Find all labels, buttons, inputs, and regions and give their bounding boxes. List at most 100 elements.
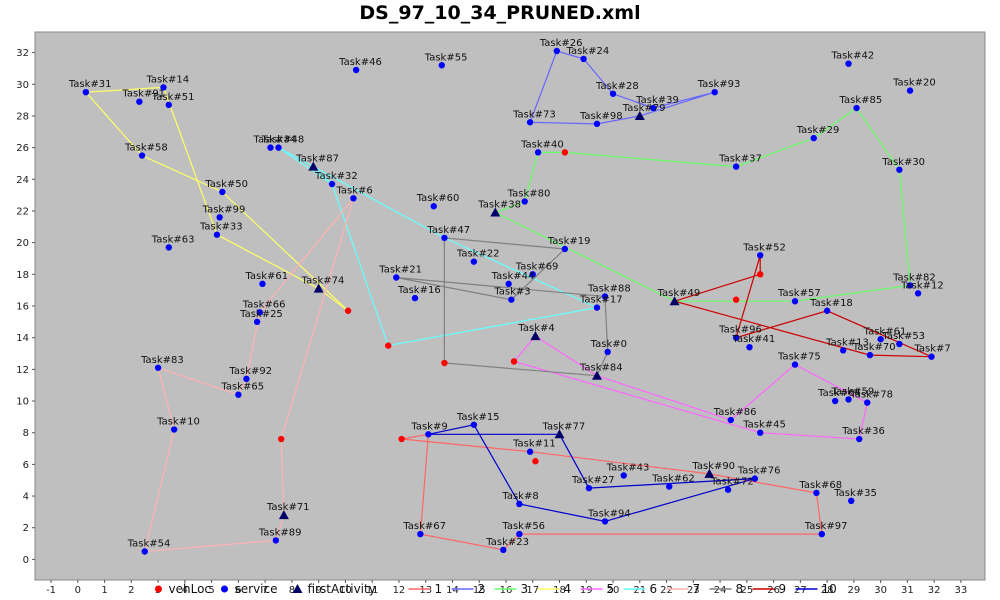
service-point bbox=[534, 149, 542, 156]
service-point bbox=[350, 195, 357, 202]
service-point bbox=[160, 84, 167, 91]
service-point bbox=[417, 530, 424, 538]
x-tick-label: 12 bbox=[393, 585, 406, 596]
service-point bbox=[853, 104, 860, 112]
point-label: Task#7 bbox=[913, 344, 950, 355]
service-point bbox=[711, 88, 718, 96]
service-point bbox=[526, 448, 534, 455]
service-point bbox=[757, 429, 764, 436]
service-point bbox=[526, 119, 534, 126]
point-label: Task#57 bbox=[777, 288, 821, 299]
point-label: Task#77 bbox=[542, 421, 586, 432]
first-activity-marker bbox=[554, 429, 565, 439]
point-label: Task#90 bbox=[691, 461, 735, 472]
point-label: Task#67 bbox=[402, 521, 446, 532]
service-point bbox=[928, 353, 935, 360]
service-point bbox=[553, 47, 561, 55]
service-point bbox=[601, 518, 609, 525]
x-tick-label: -1 bbox=[46, 585, 56, 596]
x-tick-label: 2 bbox=[128, 585, 134, 596]
point-label: Task#33 bbox=[199, 222, 243, 233]
point-label: Task#54 bbox=[127, 538, 171, 549]
point-label: Task#31 bbox=[68, 79, 112, 90]
point-label: Task#20 bbox=[892, 78, 936, 89]
point-label: Task#27 bbox=[571, 475, 615, 486]
point-label: Task#75 bbox=[777, 352, 821, 363]
point-label: Task#9 bbox=[410, 421, 447, 432]
service-point bbox=[813, 489, 820, 497]
chart-title: DS_97_10_34_PRUNED.xml bbox=[359, 2, 641, 24]
y-tick-label: 20 bbox=[16, 238, 29, 249]
y-tick-label: 22 bbox=[16, 206, 29, 217]
service-point bbox=[411, 294, 419, 302]
service-point bbox=[593, 304, 601, 311]
service-point bbox=[82, 88, 90, 96]
point-label: Task#28 bbox=[595, 81, 639, 92]
point-label: Task#76 bbox=[737, 466, 781, 477]
point-label: Task#19 bbox=[547, 236, 591, 247]
point-label: Task#34 bbox=[252, 135, 296, 146]
service-point bbox=[165, 101, 173, 109]
service-point bbox=[864, 399, 871, 406]
service-point bbox=[896, 340, 903, 348]
service-point bbox=[216, 214, 223, 221]
x-tick-label: 7 bbox=[262, 585, 268, 596]
x-tick-label: 23 bbox=[687, 585, 700, 596]
service-point bbox=[516, 500, 523, 508]
legend-label: service bbox=[235, 582, 278, 596]
point-label: Task#43 bbox=[606, 462, 650, 473]
point-label: Task#74 bbox=[301, 276, 345, 287]
service-point bbox=[810, 134, 817, 142]
point-label: Task#51 bbox=[151, 92, 195, 103]
service-point bbox=[896, 166, 903, 173]
service-point bbox=[906, 87, 914, 94]
point-label: Task#12 bbox=[900, 280, 944, 291]
point-label: Task#73 bbox=[512, 109, 556, 120]
x-tick-label: 0 bbox=[75, 585, 81, 596]
point-label: Task#38 bbox=[477, 200, 521, 211]
first-activity-marker bbox=[278, 510, 289, 520]
x-tick-label: 24 bbox=[714, 585, 727, 596]
point-label: Task#39 bbox=[635, 95, 679, 106]
x-tick-label: 26 bbox=[767, 585, 780, 596]
y-tick-label: 14 bbox=[16, 333, 29, 344]
point-label: Task#60 bbox=[416, 193, 460, 204]
point-label: Task#61 bbox=[244, 271, 288, 282]
vehicle-location-point bbox=[561, 149, 569, 156]
first-activity-marker bbox=[313, 283, 324, 293]
point-label: Task#78 bbox=[849, 390, 893, 401]
service-point bbox=[470, 258, 478, 265]
y-tick-label: 4 bbox=[23, 492, 29, 503]
service-point bbox=[609, 90, 617, 97]
point-label: Task#48 bbox=[261, 135, 305, 146]
point-label: Task#0 bbox=[590, 339, 627, 350]
point-label: Task#11 bbox=[512, 439, 556, 450]
point-label: Task#83 bbox=[140, 355, 184, 366]
service-point bbox=[470, 421, 478, 428]
point-label: Task#92 bbox=[228, 366, 272, 377]
service-point bbox=[757, 252, 764, 259]
x-tick-label: 10 bbox=[339, 585, 352, 596]
x-tick-label: 22 bbox=[660, 585, 673, 596]
vehicle-location-point bbox=[277, 435, 285, 443]
service-point bbox=[219, 188, 226, 196]
point-label: Task#44 bbox=[491, 271, 535, 282]
service-point bbox=[141, 548, 148, 555]
service-point bbox=[666, 483, 673, 490]
service-point bbox=[866, 351, 874, 359]
x-tick-label: 33 bbox=[955, 585, 968, 596]
service-point bbox=[352, 66, 360, 74]
service-point bbox=[751, 475, 759, 482]
y-tick-label: 26 bbox=[16, 143, 29, 154]
legend-label: 1 bbox=[435, 582, 443, 596]
point-label: Task#79 bbox=[622, 103, 666, 114]
vehicle-location-point bbox=[532, 458, 539, 465]
point-label: Task#93 bbox=[697, 79, 741, 90]
point-label: Task#42 bbox=[831, 51, 875, 62]
service-point bbox=[561, 245, 569, 253]
y-tick-label: 0 bbox=[23, 555, 29, 566]
point-label: Task#80 bbox=[507, 188, 551, 199]
service-point bbox=[213, 231, 221, 238]
